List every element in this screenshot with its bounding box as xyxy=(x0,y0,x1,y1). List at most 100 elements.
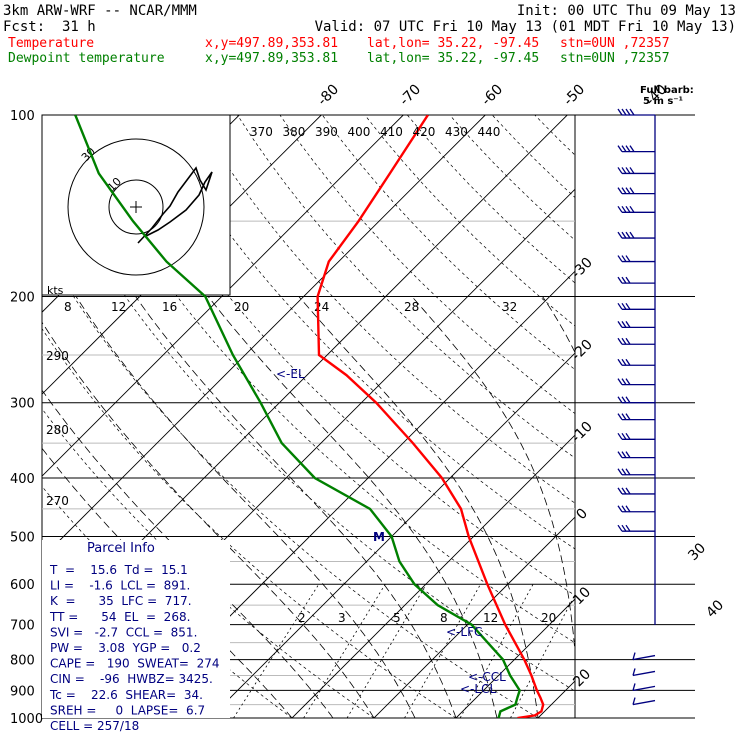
wind-barb-feather xyxy=(617,187,623,194)
wind-barb-feather xyxy=(621,167,627,174)
parcel-info-bg xyxy=(42,540,230,718)
temperature-legend-name: Temperature xyxy=(8,36,95,51)
wind-barb-feather xyxy=(625,337,631,345)
parcel-info-row: PW = 3.08 YGP = 0.2 xyxy=(50,641,201,655)
dry-adiabat-line xyxy=(662,115,740,718)
mixing-ratio-upper-label: 24 xyxy=(314,300,329,314)
wind-barb-feather xyxy=(621,378,627,385)
wind-barb-feather xyxy=(632,697,636,705)
moist-adiabat-line xyxy=(75,296,416,718)
hodograph-unit: kts xyxy=(47,284,64,297)
isotherm-label: 0 xyxy=(573,505,591,523)
wind-barb-feather xyxy=(617,167,623,174)
isotherm-line xyxy=(209,352,575,718)
pressure-tick-label: 1000 xyxy=(10,712,43,727)
wind-barb-feather xyxy=(625,108,631,116)
isotherm-line xyxy=(291,434,575,718)
wind-barb-feather xyxy=(621,358,627,366)
mixing-ratio-label: 2 xyxy=(298,611,306,625)
dry-adiabat-line xyxy=(449,115,575,241)
wind-barb-feather xyxy=(621,396,627,404)
wind-barb-feather xyxy=(621,205,627,213)
wind-barb xyxy=(632,654,656,661)
wind-barb-feather xyxy=(617,205,623,213)
wind-barb-feather xyxy=(621,255,627,262)
wind-barb-feather xyxy=(625,321,631,328)
wind-barb-feather xyxy=(617,276,623,284)
pressure-tick-label: 200 xyxy=(10,291,35,306)
moist-adiabat-line xyxy=(702,297,740,719)
wind-barb xyxy=(632,685,656,692)
wind-barb-feather xyxy=(625,358,631,366)
theta-label: 430 xyxy=(445,125,468,139)
theta-label: 280 xyxy=(46,423,69,437)
wind-barb-feather xyxy=(629,167,635,174)
wind-barb-feather xyxy=(625,205,631,213)
temperature-profile-line xyxy=(316,115,545,718)
mixing-ratio-upper-label: 16 xyxy=(162,300,177,314)
pressure-tick-label: 400 xyxy=(10,472,35,487)
fcst-value: 31 h xyxy=(62,19,96,35)
parcel-info-title: Parcel Info xyxy=(87,541,155,556)
mixing-ratio-upper-label: 32 xyxy=(502,300,517,314)
theta-label: 440 xyxy=(478,125,501,139)
wind-barb xyxy=(632,699,656,706)
wind-barb-feather xyxy=(625,487,631,495)
theta-label: 420 xyxy=(413,125,436,139)
isotherm-label: 30 xyxy=(685,540,709,564)
wind-barb-feather xyxy=(617,413,623,420)
moist-adiabat-line xyxy=(42,321,375,718)
wind-barb-feather xyxy=(621,108,627,116)
isotherm-label: -50 xyxy=(561,81,588,108)
wind-barb xyxy=(632,670,656,677)
dry-adiabat-line xyxy=(42,243,539,718)
wind-barb-feather xyxy=(625,396,631,404)
hodograph-ring xyxy=(108,179,164,235)
wind-barb-feather xyxy=(632,668,636,676)
wind-barb-feather xyxy=(625,255,631,262)
dry-adiabat-line xyxy=(577,115,740,718)
mixing-ratio-label: 8 xyxy=(440,611,448,625)
wind-barb-feather xyxy=(625,167,631,174)
isotherm-label: -10 xyxy=(568,419,595,446)
dry-adiabat-line xyxy=(534,115,575,156)
mixing-ratio-label: 3 xyxy=(338,611,346,625)
wind-barb-feather xyxy=(625,524,631,532)
pressure-tick-label: 700 xyxy=(10,619,35,634)
dry-adiabat-line xyxy=(620,115,740,718)
mixing-ratio-label: 20 xyxy=(541,611,556,625)
pressure-tick-label: 100 xyxy=(10,109,35,124)
wind-barb-feather xyxy=(621,524,627,532)
hodograph-ring xyxy=(67,138,205,276)
dewpoint-legend-xy: x,y=497.89,353.81 xyxy=(205,51,339,66)
lfc-marker: <-LFC xyxy=(446,625,482,639)
mixing-ratio-upper-label: 12 xyxy=(111,300,126,314)
wind-barb-feather xyxy=(629,145,635,152)
dry-adiabat-line xyxy=(42,328,457,718)
mixing-ratio-label: 12 xyxy=(483,611,498,625)
wind-barb-feather xyxy=(617,378,623,385)
parcel-info-row: CIN = -96 HWBZ= 3425. xyxy=(50,672,213,686)
ccl-marker: <-CCL xyxy=(468,670,506,684)
isotherm-label: 20 xyxy=(570,666,594,690)
valid-time: Valid: 07 UTC Fri 10 May 13 (01 MDT Fri … xyxy=(314,19,736,35)
wind-barb-feather xyxy=(617,432,623,440)
hodograph-trace xyxy=(137,166,213,244)
mixing-ratio-line xyxy=(233,584,320,718)
wind-barb-feather xyxy=(625,505,631,513)
wind-barb-feather xyxy=(621,302,627,310)
isotherm-line xyxy=(42,115,486,559)
isotherm-label: 10 xyxy=(570,584,594,608)
dewpoint-profile-line xyxy=(74,115,522,718)
pressure-tick-label: 900 xyxy=(10,684,35,699)
wind-barb-feather xyxy=(617,396,623,404)
wind-barb-feather xyxy=(629,205,635,213)
wind-barb-feather xyxy=(621,468,627,476)
mixing-ratio-line xyxy=(303,584,386,718)
mixing-ratio-upper-label: 28 xyxy=(404,300,419,314)
el-marker: <-EL xyxy=(276,367,305,381)
lcl-marker: <-LCL xyxy=(460,682,496,696)
init-time: Init: 00 UTC Thu 09 May 13 xyxy=(516,3,736,19)
pressure-tick-label: 800 xyxy=(10,654,35,669)
wind-barb-feather xyxy=(621,413,627,420)
